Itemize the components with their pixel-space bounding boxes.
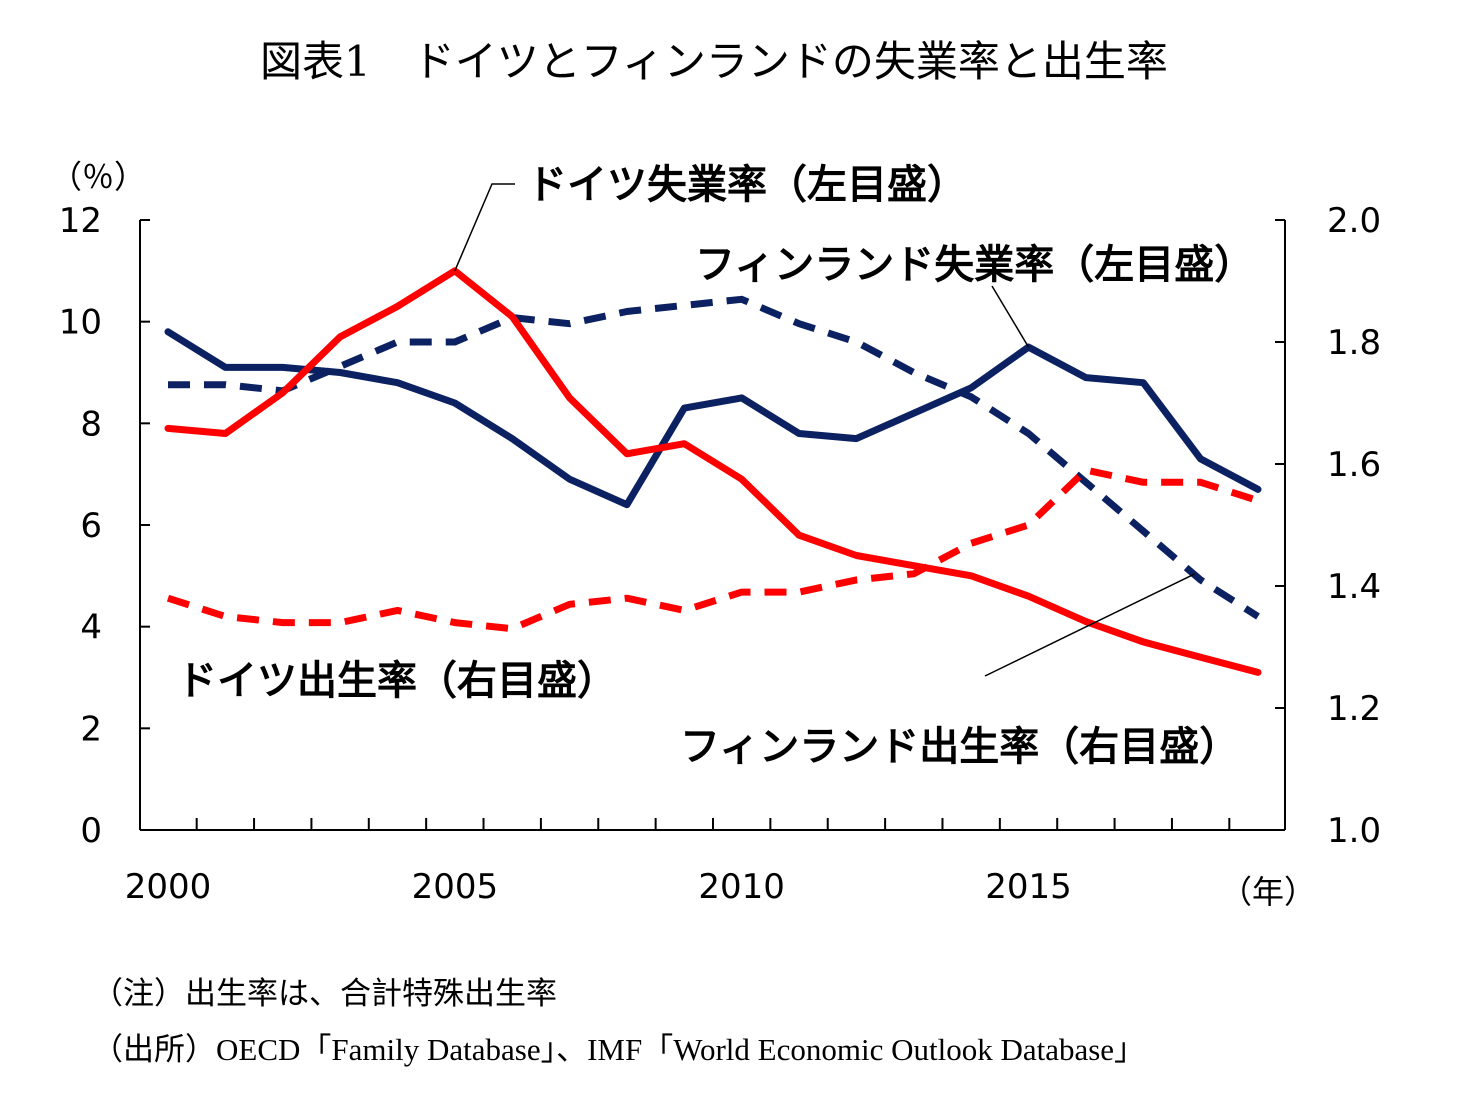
series-line bbox=[168, 295, 1260, 620]
left-axis-tick-label: 4 bbox=[80, 608, 102, 648]
chart-title: 図表1 ドイツとフィンランドの失業率と出生率 bbox=[260, 37, 1168, 86]
legend-label-germany-unemployment: ドイツ失業率（左目盛） bbox=[527, 162, 967, 208]
legend-label-finland-unemployment: フィンランド失業率（左目盛） bbox=[695, 242, 1254, 288]
callout-lines bbox=[454, 183, 1195, 677]
right-axis-tick-label: 1.8 bbox=[1327, 323, 1381, 363]
callout-line-germany-unemployment bbox=[454, 183, 515, 272]
left-axis-unit-label: （％） bbox=[50, 158, 146, 196]
right-axis-tick-label: 1.6 bbox=[1327, 445, 1381, 485]
right-axis-tick-label: 1.0 bbox=[1327, 811, 1381, 851]
note-source: （出所）OECD「Family Database」、IMF「World Econ… bbox=[92, 1032, 1146, 1067]
callout-line-finland-unemployment bbox=[991, 285, 1030, 348]
x-axis-tick-label: 2010 bbox=[698, 867, 785, 907]
right-axis-tick-label: 2.0 bbox=[1327, 201, 1381, 241]
right-axis-tick-label: 1.2 bbox=[1327, 689, 1381, 729]
x-axis-tick-label: 2000 bbox=[125, 867, 212, 907]
left-axis-tick-label: 2 bbox=[80, 709, 102, 749]
x-axis-unit-label: （年） bbox=[1220, 873, 1316, 911]
left-axis-tick-label: 0 bbox=[80, 811, 102, 851]
series-line bbox=[164, 328, 1262, 509]
right-axis-tick-label: 1.4 bbox=[1327, 567, 1381, 607]
left-axis-tick-label: 6 bbox=[80, 506, 102, 546]
left-axis-tick-label: 8 bbox=[80, 404, 102, 444]
x-axis-tick-label: 2005 bbox=[412, 867, 499, 907]
legend-label-germany-fertility: ドイツ出生率（右目盛） bbox=[177, 658, 617, 704]
series-line bbox=[164, 267, 1262, 676]
callout-line-finland-fertility bbox=[984, 573, 1195, 677]
axes: 0 2 4 6 8 10 12 1.0 1.2 1.4 1.6 1.8 2.0 2000 2005 2010 2… bbox=[59, 201, 1381, 907]
left-axis-tick-label: 10 bbox=[59, 303, 102, 343]
x-axis-tick-label: 2015 bbox=[985, 867, 1072, 907]
series-line bbox=[166, 466, 1260, 633]
series-lines bbox=[164, 267, 1262, 676]
left-axis-tick-label: 12 bbox=[59, 201, 102, 241]
note-definition: （注）出生率は、合計特殊出生率 bbox=[92, 976, 557, 1011]
legend-label-finland-fertility: フィンランド出生率（右目盛） bbox=[680, 724, 1239, 770]
